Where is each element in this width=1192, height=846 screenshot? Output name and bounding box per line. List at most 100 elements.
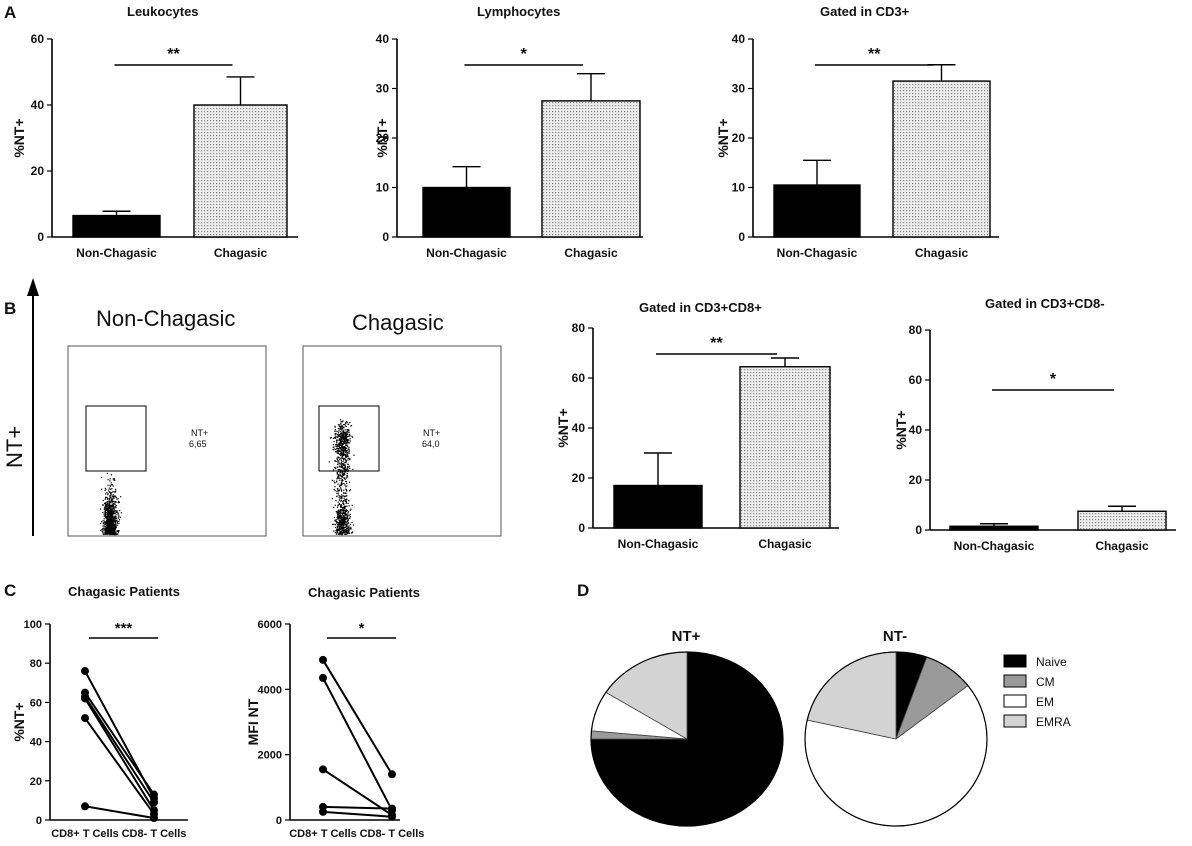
- scatter-dot: [340, 459, 342, 461]
- scatter-dot: [338, 442, 340, 444]
- scatter-dot: [339, 498, 341, 500]
- scatter-dot: [106, 502, 108, 504]
- scatter-dot: [116, 520, 118, 522]
- scatter-dot: [112, 506, 114, 508]
- scatter-dot: [109, 533, 111, 535]
- scatter-dot: [108, 500, 110, 502]
- scatter-dot: [341, 478, 343, 481]
- scatter-dot: [112, 512, 114, 515]
- scatter-dot: [100, 523, 102, 525]
- scatter-dot: [113, 518, 115, 520]
- scatter-dot: [115, 488, 117, 490]
- scatter-dot: [336, 492, 338, 495]
- y-tick-label: 0: [578, 521, 585, 535]
- scatter-dot: [337, 436, 339, 438]
- bar-chagasic: [541, 100, 641, 238]
- scatter-dot: [345, 433, 347, 435]
- scatter-dot: [345, 514, 347, 517]
- scatter-dot: [337, 514, 339, 516]
- scatter-dot: [342, 429, 344, 431]
- scatter-dot: [104, 512, 106, 515]
- scatter-dot: [338, 457, 340, 459]
- y-axis-label: %NT+: [11, 702, 27, 741]
- scatter-dot: [109, 523, 111, 525]
- scatter-dot: [346, 432, 348, 434]
- scatter-dot: [342, 502, 344, 504]
- scatter-dot: [346, 472, 348, 475]
- bar-non-chagasic: [613, 484, 703, 529]
- scatter-dot: [338, 444, 340, 446]
- scatter-dot: [106, 527, 108, 529]
- scatter-dot: [108, 526, 110, 528]
- scatter-dot: [343, 533, 345, 535]
- scatter-dot: [347, 466, 349, 468]
- scatter-dot: [104, 490, 106, 492]
- scatter-dot: [116, 533, 118, 535]
- scatter-dot: [117, 512, 119, 514]
- scatter-dot: [112, 519, 114, 521]
- scatter-dot: [339, 479, 341, 481]
- scatter-dot: [112, 511, 114, 513]
- scatter-dot: [343, 436, 345, 438]
- scatter-dot: [347, 469, 350, 471]
- scatter-dot: [336, 439, 338, 441]
- scatter-dot: [110, 519, 112, 521]
- scatter-dot: [343, 495, 345, 498]
- scatter-dot: [332, 523, 334, 525]
- scatter-dot: [107, 531, 110, 533]
- scatter-dot: [334, 524, 337, 526]
- scatter-dot: [348, 531, 350, 533]
- scatter-dot: [343, 469, 345, 471]
- scatter-dot: [335, 519, 337, 521]
- scatter-dot: [102, 527, 104, 530]
- scatter-dot: [347, 457, 349, 459]
- legend-swatch-em: [1003, 694, 1027, 708]
- scatter-dot: [348, 500, 350, 502]
- scatter-dot: [343, 432, 345, 434]
- scatter-dot: [103, 521, 105, 524]
- scatter-dot: [335, 533, 337, 535]
- scatter-dot: [338, 490, 340, 492]
- scatter-dot: [105, 488, 107, 490]
- scatter-dot: [342, 443, 344, 445]
- scatter-dot: [102, 532, 104, 534]
- scatter-dot: [342, 517, 344, 520]
- y-tick-label: 20: [376, 131, 390, 145]
- scatter-dot: [347, 452, 349, 454]
- scatter-dot: [340, 445, 343, 447]
- scatter-dot: [338, 510, 340, 512]
- scatter-dot: [337, 469, 339, 471]
- scatter-dot: [106, 516, 108, 518]
- scatter-dot: [338, 532, 341, 535]
- scatter-dot: [340, 454, 343, 456]
- flow-gate-label: NT+: [191, 428, 208, 438]
- scatter-dot: [118, 517, 120, 519]
- scatter-dot: [113, 508, 115, 510]
- scatter-dot: [341, 448, 343, 450]
- scatter-dot: [104, 516, 107, 518]
- scatter-dot: [111, 508, 113, 510]
- scatter-dot: [343, 464, 345, 466]
- scatter-dot: [107, 518, 109, 520]
- paired-line: [322, 659, 393, 775]
- scatter-dot: [343, 521, 346, 523]
- scatter-dot: [343, 520, 345, 522]
- scatter-dot: [337, 461, 339, 463]
- scatter-dot: [340, 518, 342, 520]
- scatter-dot: [106, 492, 108, 494]
- scatter-dot: [337, 483, 339, 485]
- scatter-dot: [105, 515, 107, 517]
- scatter-dot: [108, 513, 110, 515]
- scatter-dot: [350, 424, 353, 427]
- scatter-dot: [341, 433, 343, 435]
- scatter-dot: [108, 522, 110, 524]
- scatter-dot: [337, 515, 339, 518]
- scatter-dot: [115, 490, 117, 492]
- scatter-dot: [340, 429, 342, 431]
- scatter-dot: [110, 529, 112, 531]
- scatter-dot: [338, 516, 340, 518]
- scatter-dot: [345, 495, 347, 497]
- scatter-dot: [342, 437, 344, 439]
- scatter-dot: [345, 510, 347, 512]
